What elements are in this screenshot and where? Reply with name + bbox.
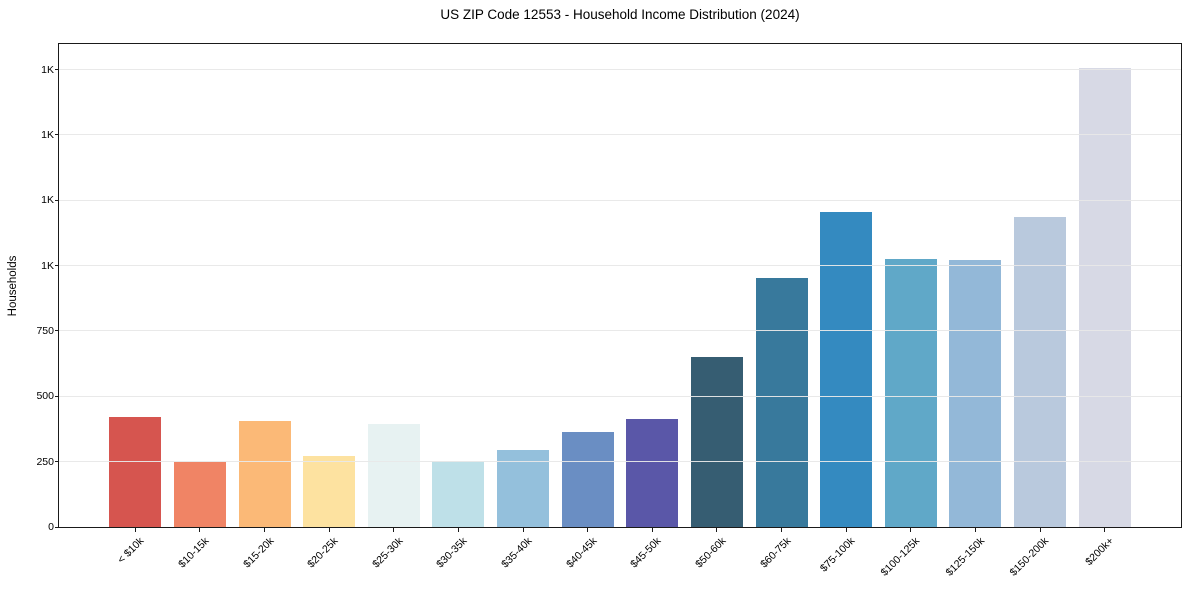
y-tick-label: 1K	[41, 194, 54, 207]
x-tick-mark	[199, 528, 201, 532]
bar	[1078, 68, 1131, 527]
x-tick-label-text: $20-25k	[305, 535, 341, 571]
x-tick-label-text: $15-20k	[240, 535, 277, 571]
x-tick-label-text: $40-45k	[563, 535, 600, 571]
x-tick-mark	[457, 528, 459, 532]
y-gridline	[59, 265, 1181, 267]
y-tick-mark	[55, 199, 59, 201]
x-tick-mark	[781, 528, 783, 532]
x-tick-label-text: $150-200k	[1007, 535, 1052, 579]
bar	[561, 431, 614, 527]
y-tick-label: 0	[48, 521, 54, 533]
x-tick-label-text: $35-40k	[499, 535, 535, 571]
bar	[690, 357, 743, 527]
x-tick-label-text: $200k+	[1083, 535, 1117, 569]
y-tick-label: 500	[36, 390, 54, 403]
x-tick-label-text: $25-30k	[369, 535, 406, 571]
x-tick-mark	[716, 528, 718, 532]
x-tick-mark	[910, 528, 912, 532]
x-tick-label-text: $125-150k	[943, 535, 987, 579]
y-tick-label: 1K	[41, 128, 54, 141]
y-gridline	[59, 199, 1181, 201]
y-gridline	[59, 69, 1181, 71]
bar	[238, 421, 291, 527]
x-tick-mark	[1039, 528, 1041, 532]
y-tick-mark	[55, 265, 59, 267]
x-tick-mark	[1104, 528, 1106, 532]
x-tick-mark	[974, 528, 976, 532]
y-gridline	[59, 395, 1181, 397]
x-tick-mark	[845, 528, 847, 532]
bar	[626, 419, 679, 527]
bar	[109, 417, 162, 527]
x-tick-mark	[328, 528, 330, 532]
x-tick-label-text: < $10k	[115, 535, 147, 566]
bar	[367, 423, 420, 527]
plot-area	[59, 44, 1181, 527]
y-gridline	[59, 461, 1181, 463]
y-tick-label: 1K	[41, 63, 54, 76]
y-tick-mark	[55, 395, 59, 397]
y-tick-mark	[55, 461, 59, 463]
x-tick-mark	[587, 528, 589, 532]
x-tick-label-text: $10-15k	[176, 535, 212, 571]
y-tick-mark	[55, 134, 59, 136]
x-tick-label-text: $60-75k	[757, 535, 794, 571]
y-gridline	[59, 134, 1181, 136]
bar	[884, 258, 937, 527]
y-tick-label: 750	[36, 324, 54, 337]
x-tick-label-text: $30-35k	[434, 535, 470, 571]
x-tick-mark	[393, 528, 395, 532]
bar	[755, 277, 808, 527]
y-tick-mark	[55, 330, 59, 332]
x-tick-label-text: $45-50k	[628, 535, 664, 571]
bar	[820, 211, 873, 527]
x-tick-mark	[522, 528, 524, 532]
bar	[497, 449, 550, 527]
bar	[949, 259, 1002, 527]
y-tick-mark	[55, 526, 59, 528]
x-tick-label-text: $75-100k	[818, 535, 858, 575]
x-tick-label-text: $50-60k	[693, 535, 729, 571]
y-tick-label: 1K	[41, 259, 54, 272]
bar	[173, 461, 226, 527]
y-tick-mark	[55, 69, 59, 71]
bar	[432, 460, 485, 527]
bar	[1014, 217, 1067, 527]
x-tick-label-text: $100-125k	[878, 535, 923, 579]
bar	[303, 455, 356, 527]
y-tick-label: 250	[36, 455, 54, 468]
x-tick-mark	[651, 528, 653, 532]
x-tick-mark	[134, 528, 136, 532]
x-tick-mark	[264, 528, 266, 532]
chart-title: US ZIP Code 12553 - Household Income Dis…	[440, 7, 800, 22]
y-gridline	[59, 330, 1181, 332]
